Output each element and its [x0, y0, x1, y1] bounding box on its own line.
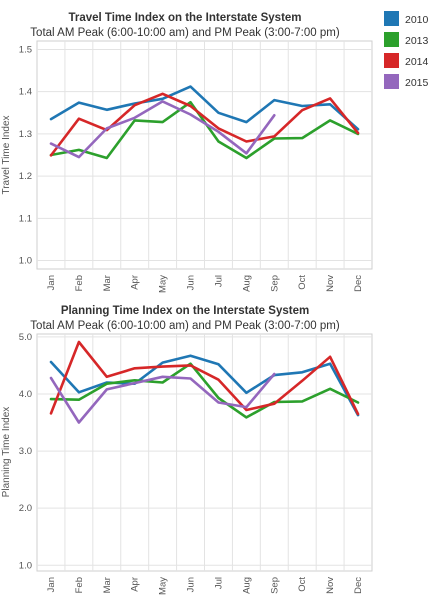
legend-label-2013: 2013: [405, 35, 429, 47]
chart2-series-2015-line: [49, 372, 276, 424]
chart1-xtick-label: Sep: [269, 275, 280, 292]
chart2-xtick-label: Sep: [269, 577, 280, 594]
chart2-xtick-label: May: [158, 577, 169, 595]
legend: 2010 2013 2014 2015: [384, 11, 429, 89]
chart2-ytick-label: 4.0: [19, 389, 32, 400]
chart2-xtick-label: Feb: [74, 577, 85, 593]
chart2-ytick-label: 5.0: [19, 332, 32, 343]
chart1-ytick-label: 1.0: [19, 256, 32, 267]
chart2-xtick-label: Jul: [213, 577, 224, 589]
chart2-ytick-label: 3.0: [19, 446, 32, 457]
legend-label-2014: 2014: [405, 56, 429, 68]
chart1-xtick-label: Dec: [353, 275, 364, 292]
chart2-xtick-label: Oct: [297, 577, 308, 592]
chart2-subtitle: Total AM Peak (6:00-10:00 am) and PM Pea…: [30, 320, 340, 332]
legend-label-2015: 2015: [405, 77, 429, 89]
chart1-xtick-label: May: [158, 275, 169, 293]
chart1-xtick-label: Feb: [74, 275, 85, 291]
chart1-title: Travel Time Index on the Interstate Syst…: [68, 12, 301, 24]
chart1-series-2010-line: [49, 85, 360, 131]
chart2-series-2013-line: [49, 362, 360, 419]
chart1-ytick-label: 1.1: [19, 213, 32, 224]
chart1-xtick-label: Nov: [325, 275, 336, 292]
chart1-ytick-label: 1.3: [19, 129, 32, 140]
chart1-xtick-label: Apr: [130, 275, 141, 290]
chart1-xtick-label: Jun: [186, 275, 197, 290]
chart2-series-2010-line: [49, 354, 360, 417]
chart2-series-2014-line: [49, 340, 360, 416]
legend-swatch-2010: [384, 11, 399, 26]
chart1-ytick-label: 1.5: [19, 44, 32, 55]
chart1-subtitle: Total AM Peak (6:00-10:00 am) and PM Pea…: [30, 27, 340, 39]
chart1-ytick-label: 1.2: [19, 171, 32, 182]
chart1-xtick-label: Jan: [46, 275, 57, 290]
chart1-series-2015-line: [49, 100, 276, 159]
chart1-ytick-label: 1.4: [19, 87, 32, 98]
chart2-y-axis-label: Planning Time Index: [1, 407, 12, 498]
chart1-xtick-label: Jul: [213, 275, 224, 287]
chart2-plot: 1.0 2.0 3.0 4.0 5.0 Jan Feb Mar Apr May Jun Jul Aug S…: [1, 332, 373, 595]
chart2-xtick-label: Nov: [325, 577, 336, 594]
chart1-y-axis-label: Travel Time Index: [1, 115, 12, 194]
chart2-xtick-label: Aug: [241, 577, 252, 594]
legend-swatch-2013: [384, 32, 399, 47]
chart1-series-2014-line: [49, 92, 360, 157]
chart2-xtick-label: Dec: [353, 577, 364, 594]
chart2-ytick-label: 2.0: [19, 503, 32, 514]
legend-swatch-2015: [384, 74, 399, 89]
legend-label-2010: 2010: [405, 14, 429, 26]
chart2-xtick-label: Mar: [102, 577, 113, 593]
chart1-plot: 1.0 1.1 1.2 1.3 1.4 1.5 Jan Feb Mar Apr May Jun Jul A…: [1, 40, 373, 293]
chart1-xtick-label: Mar: [102, 275, 113, 291]
chart2-xtick-label: Jan: [46, 577, 57, 592]
chart1-xtick-label: Aug: [241, 275, 252, 292]
chart2-title: Planning Time Index on the Interstate Sy…: [61, 305, 309, 317]
chart2-xtick-label: Jun: [186, 577, 197, 592]
chart2-xtick-label: Apr: [130, 577, 141, 592]
chart2-ytick-label: 1.0: [19, 560, 32, 571]
legend-swatch-2014: [384, 53, 399, 68]
chart1-xtick-label: Oct: [297, 275, 308, 290]
